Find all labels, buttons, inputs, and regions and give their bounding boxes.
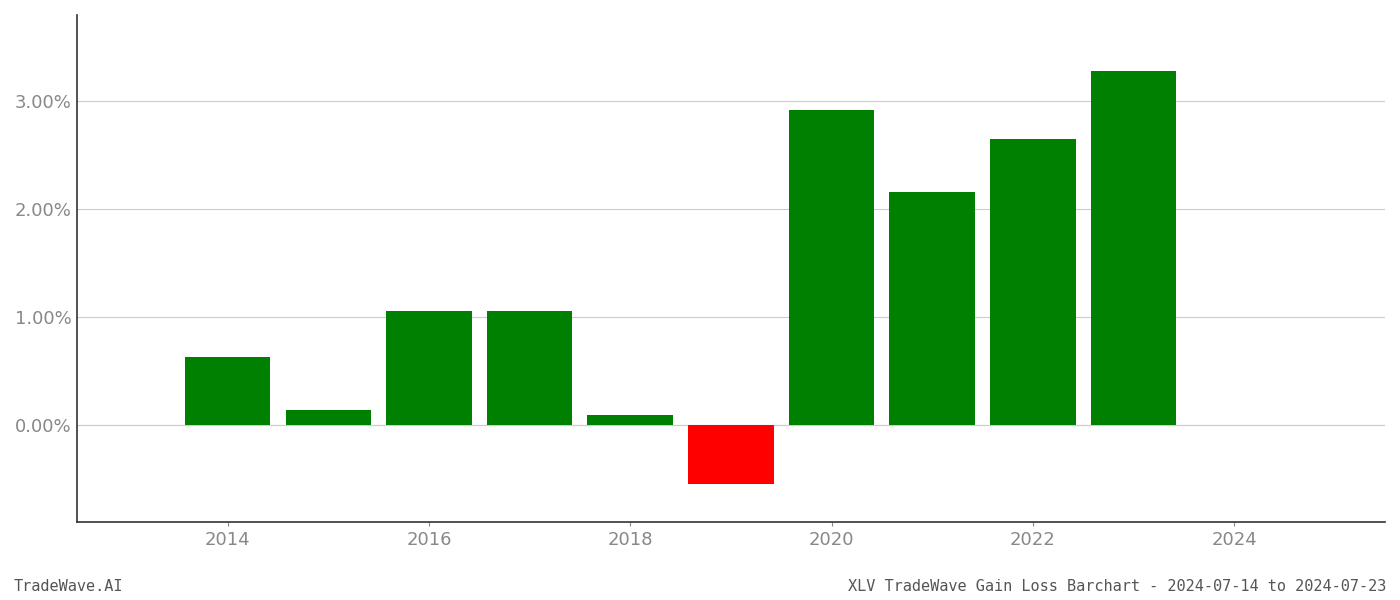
Bar: [1091, 71, 1176, 425]
Bar: [889, 192, 974, 425]
Bar: [185, 357, 270, 425]
Bar: [687, 425, 774, 484]
Bar: [990, 139, 1075, 425]
Text: TradeWave.AI: TradeWave.AI: [14, 579, 123, 594]
Bar: [386, 311, 472, 425]
Bar: [588, 415, 673, 425]
Bar: [286, 410, 371, 425]
Bar: [487, 311, 573, 425]
Text: XLV TradeWave Gain Loss Barchart - 2024-07-14 to 2024-07-23: XLV TradeWave Gain Loss Barchart - 2024-…: [847, 579, 1386, 594]
Bar: [788, 110, 874, 425]
